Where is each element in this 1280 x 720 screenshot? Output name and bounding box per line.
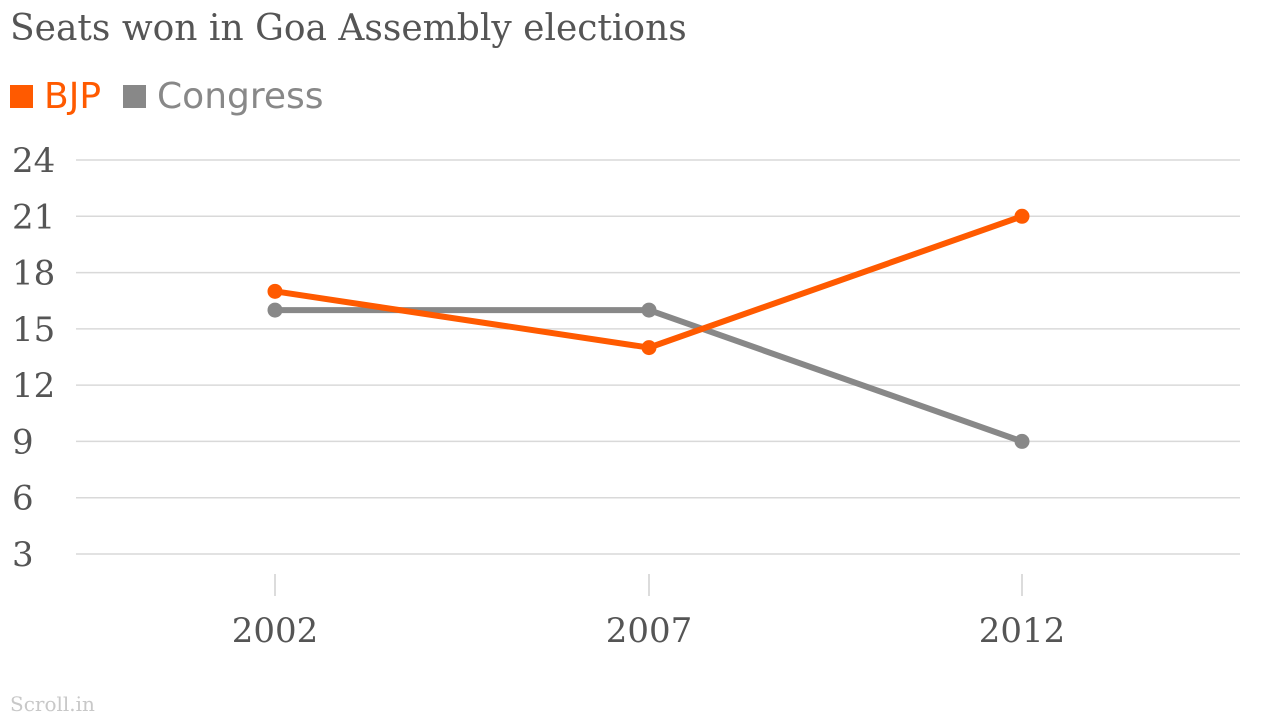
y-tick-label-3: 3 [12,535,34,575]
data-point-congress-2002 [267,302,283,318]
data-point-bjp-2012 [1014,208,1030,224]
data-point-bjp-2002 [267,283,283,299]
data-point-bjp-2007 [641,340,657,356]
y-tick-label-18: 18 [12,254,55,294]
y-tick-label-9: 9 [12,422,34,462]
series-line-congress [272,307,1025,445]
legend-item-congress: Congress [123,76,324,117]
legend-swatch-congress [123,85,147,108]
legend-label-congress: Congress [157,76,324,117]
legend-item-bjp: BJP [10,76,101,117]
data-point-congress-2012 [1014,433,1030,449]
legend-swatch-bjp [10,85,33,108]
source-credit: Scroll.in [10,692,95,716]
y-tick-label-15: 15 [12,310,55,350]
y-tick-label-12: 12 [12,366,55,406]
x-tick-label-2012: 2012 [979,611,1066,651]
data-point-congress-2007 [641,302,657,318]
y-tick-label-6: 6 [12,479,34,519]
chart-title: Seats won in Goa Assembly elections [10,8,687,49]
legend: BJP Congress [10,76,346,117]
y-tick-label-21: 21 [12,197,55,237]
legend-label-bjp: BJP [44,76,102,117]
x-tick-label-2002: 2002 [232,611,319,651]
x-tick-label-2007: 2007 [606,611,693,651]
series-line-bjp [272,213,1025,351]
y-tick-label-24: 24 [12,141,55,181]
